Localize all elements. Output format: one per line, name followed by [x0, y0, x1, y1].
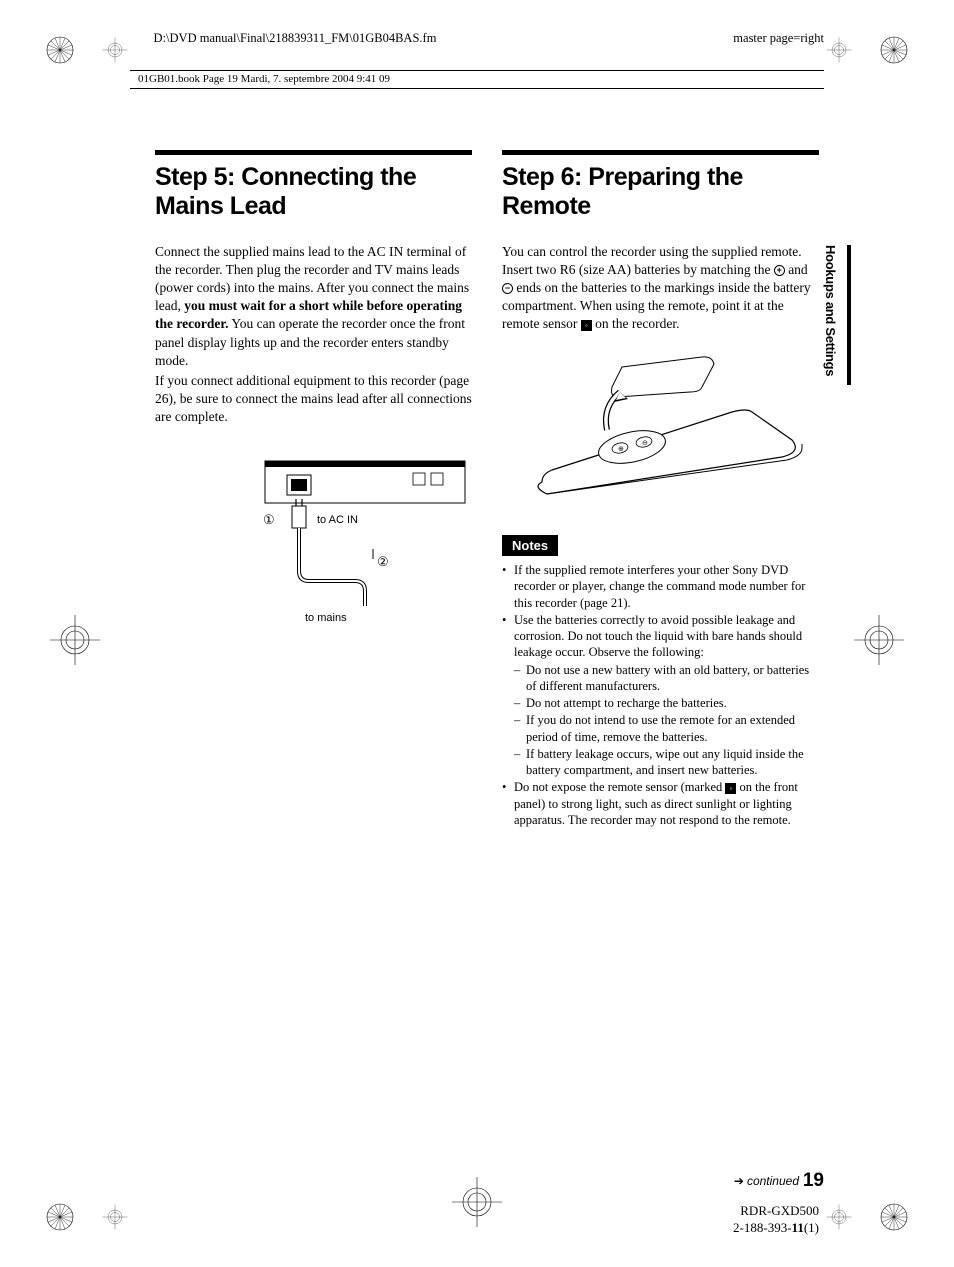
reg-mark-left [45, 610, 105, 670]
header-path: D:\DVD manual\Final\218839311_FM\01GB04B… [130, 30, 460, 47]
corner-mark-bl [45, 1202, 75, 1232]
subnote-4: If battery leakage occurs, wipe out any … [514, 746, 819, 779]
footer-code: 2-188-393-11(1) [733, 1219, 819, 1237]
step6-p1: You can control the recorder using the s… [502, 243, 819, 334]
reg-mark-center [447, 1172, 507, 1232]
fig-num-2: ② [377, 553, 389, 571]
notes-list: If the supplied remote interferes your o… [502, 562, 819, 828]
step6-title: Step 6: Preparing the Remote [502, 163, 819, 221]
right-column: Step 6: Preparing the Remote You can con… [502, 150, 819, 1117]
reg-mark-top-inner-r [824, 35, 854, 65]
step5-title: Step 5: Connecting the Mains Lead [155, 163, 472, 221]
note-3: Do not expose the remote sensor (marked … [502, 779, 819, 828]
corner-mark-tr [879, 35, 909, 65]
plus-icon: + [774, 265, 785, 276]
corner-mark-br [879, 1202, 909, 1232]
fig-label-acin: to AC IN [317, 513, 358, 528]
note-1: If the supplied remote interferes your o… [502, 562, 819, 611]
heading-bar-right [502, 150, 819, 155]
fig-num-1: ① [263, 511, 275, 529]
remote-sensor-icon-2: ◦ [725, 783, 736, 794]
footer-meta: RDR-GXD500 2-188-393-11(1) [733, 1202, 819, 1237]
continued-label: continued [734, 1173, 799, 1189]
reg-mark-top-inner [100, 35, 130, 65]
subnote-3: If you do not intend to use the remote f… [514, 712, 819, 745]
step5-p1: Connect the supplied mains lead to the A… [155, 243, 472, 371]
remote-figure: ⊕ ⊖ [502, 352, 819, 517]
minus-icon: − [502, 283, 513, 294]
side-tab: Hookups and Settings [821, 245, 839, 376]
subnotes-list: Do not use a new battery with an old bat… [514, 662, 819, 779]
corner-mark-tl [45, 35, 75, 65]
step5-p2: If you connect additional equipment to t… [155, 372, 472, 427]
fig-label-mains: to mains [305, 611, 347, 626]
svg-text:⊖: ⊖ [642, 440, 648, 447]
notes-label: Notes [502, 535, 558, 557]
left-column: Step 5: Connecting the Mains Lead Connec… [155, 150, 472, 1117]
heading-bar-left [155, 150, 472, 155]
page-number: 19 [803, 1168, 824, 1194]
note-2: Use the batteries correctly to avoid pos… [502, 612, 819, 779]
remote-sensor-icon: ◦ [581, 320, 592, 331]
footer-model: RDR-GXD500 [733, 1202, 819, 1220]
mains-lead-figure: ① to AC IN ② to mains [155, 451, 472, 631]
side-tab-bar [847, 245, 851, 385]
subnote-1: Do not use a new battery with an old bat… [514, 662, 819, 695]
header-master: master page=right [733, 30, 824, 47]
page-content: Step 5: Connecting the Mains Lead Connec… [155, 150, 819, 1117]
svg-text:⊕: ⊕ [618, 446, 624, 453]
reg-mark-right [849, 610, 909, 670]
reg-mark-bot-inner-r [824, 1202, 854, 1232]
subnote-2: Do not attempt to recharge the batteries… [514, 695, 819, 711]
reg-mark-bot-inner-l [100, 1202, 130, 1232]
book-line: 01GB01.book Page 19 Mardi, 7. septembre … [130, 70, 824, 89]
header-meta: D:\DVD manual\Final\218839311_FM\01GB04B… [130, 30, 824, 47]
